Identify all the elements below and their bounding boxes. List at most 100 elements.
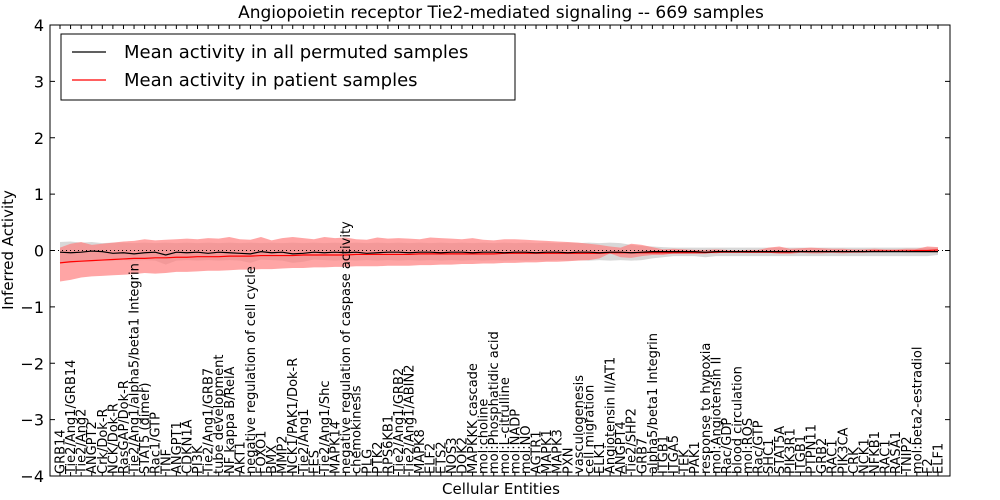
x-tick-label: Tie2/SHP2 — [625, 408, 640, 475]
y-tick-label: −4 — [20, 467, 44, 486]
y-tick-label: 2 — [34, 129, 44, 148]
x-tick-label: Tie2/Ang1/GRB7 — [202, 368, 217, 475]
x-tick-label: ELF2 — [424, 443, 439, 474]
x-tick-label: ELF1 — [932, 443, 947, 474]
x-tick-label: TNIP2 — [900, 436, 915, 475]
x-tick-label: NCK1/PAK1/Dok-R — [286, 358, 301, 474]
x-tick-label: tube development — [212, 355, 227, 474]
x-tick-label: ITGB1 — [794, 435, 809, 474]
x-tick-label: alpha5/beta1 Integrin — [646, 333, 661, 474]
x-tick-label: mol:NO — [519, 425, 534, 474]
x-tick-label: PLG — [360, 449, 375, 474]
y-tick-label: −3 — [20, 411, 44, 430]
x-tick-label: mol:L-citrulline — [498, 377, 513, 474]
x-tick-label: Tie2/Ang1/ABIN2 — [403, 365, 418, 475]
x-tick-label: Tie2/Ang1/Shc — [318, 381, 333, 475]
x-tick-label: NCK1 — [857, 438, 872, 474]
x-tick-label: MMP2 — [276, 435, 291, 474]
x-tick-label: GRB14 — [54, 429, 69, 474]
x-tick-label: MAPK1 — [540, 429, 555, 474]
x-tick-label: ANGPT1 — [170, 421, 185, 474]
y-tick-label: 4 — [34, 16, 44, 35]
x-axis-tick-labels: GRB14Tie2/Ang1/GRB14Tie2/Ang2ANGPT2Crk/D… — [54, 25, 947, 476]
chart-title: Angiopoietin receptor Tie2-mediated sign… — [238, 3, 764, 23]
x-tick-label: cell migration — [582, 385, 597, 474]
x-tick-label: TNF — [159, 449, 174, 475]
x-tick-label: AGTR1 — [530, 430, 545, 474]
x-tick-label: DOK2 — [455, 437, 470, 474]
legend-label-permuted: Mean activity in all permuted samples — [124, 42, 468, 63]
x-axis-title: Cellular Entities — [442, 480, 560, 498]
x-tick-label: ANGPT4 — [614, 421, 629, 474]
x-tick-label: PTK2 — [371, 441, 386, 474]
x-tick-label: Rac1/GTP — [149, 412, 164, 474]
x-tick-label: mol:ROS — [741, 418, 756, 474]
y-axis: −4 −3 −2 −1 0 1 2 3 4 — [20, 16, 950, 486]
x-tick-label: vasculogenesis — [572, 375, 587, 474]
x-tick-label: STAT5 (dimer) — [138, 383, 153, 474]
x-tick-label: Tie2/Ang1/alpha5/beta1 Integrin — [128, 263, 143, 475]
y-tick-label: −1 — [20, 298, 44, 317]
x-tick-label: ETS2 — [434, 441, 449, 474]
x-tick-label: negative regulation of cell cycle — [244, 266, 259, 474]
x-tick-label: RasGAP/Dok-R — [117, 380, 132, 474]
x-tick-label: Angiotensin II/AT1 — [604, 357, 619, 474]
x-tick-label: NOS3 — [445, 438, 460, 474]
x-tick-label: ELK1 — [593, 442, 608, 474]
x-tick-label: CDKN1A — [180, 419, 195, 474]
y-axis-title: Inferred Activity — [0, 190, 17, 310]
x-tick-label: ITGB1 — [656, 435, 671, 474]
x-tick-label: F2 — [921, 458, 936, 474]
x-tick-label: STAT5A — [773, 426, 788, 474]
x-tick-label: Tie2/Ang1/GRB14 — [64, 360, 79, 475]
patient-spread-band — [60, 236, 938, 282]
x-tick-label: NF kappa B/RelA — [223, 366, 238, 474]
x-tick-label: blood circulation — [731, 366, 746, 474]
x-tick-label: Tie2/Ang2 — [75, 409, 90, 475]
y-tick-label: 1 — [34, 185, 44, 204]
x-tick-label: mol:beta2-estradiol — [910, 347, 925, 475]
x-tick-label: GRB2 — [815, 438, 830, 474]
x-tick-label: RAC1 — [879, 439, 894, 474]
x-tick-label: MAPK8 — [413, 429, 428, 474]
y-tick-label: −2 — [20, 354, 44, 373]
x-tick-label: Tie2/Ang1/GRB2 — [392, 368, 407, 475]
legend: Mean activity in all permuted samples Me… — [60, 33, 516, 101]
x-tick-label: response to hypoxia — [699, 343, 714, 474]
y-tick-label: 3 — [34, 72, 44, 91]
x-tick-label: chemokinesis — [350, 385, 365, 474]
permuted-mean-line — [59, 250, 938, 256]
x-tick-label: PIK3CA — [836, 427, 851, 474]
legend-box — [60, 33, 516, 101]
x-tick-label: RAC1 — [826, 439, 841, 474]
x-tick-label: mol:NADP — [508, 409, 523, 474]
x-tick-label: MAPK3 — [551, 429, 566, 474]
x-tick-label: Rac/GTP — [752, 420, 767, 474]
x-tick-label: ANGPT2 — [85, 421, 100, 474]
x-tick-label: PI3K — [191, 445, 206, 474]
x-tick-label: GRB7 — [635, 438, 650, 474]
x-tick-label: FES — [307, 450, 322, 474]
x-tick-label: mol:choline — [477, 399, 492, 474]
x-tick-label: mol:Phosphatidic acid — [487, 331, 502, 474]
x-tick-label: SHC1 — [762, 439, 777, 474]
x-tick-label: FOXO1 — [254, 431, 269, 474]
x-tick-label: mol:Angiotensin II — [709, 357, 724, 474]
x-tick-label: MAPKKK cascade — [466, 363, 481, 474]
x-tick-label: TEK — [678, 449, 693, 475]
x-tick-label: Tie2/Ang1 — [297, 409, 312, 475]
x-tick-label: PXN — [561, 448, 576, 474]
x-tick-label: NCK/Dok-R — [106, 403, 121, 474]
x-tick-label: PIK3R1 — [783, 428, 798, 474]
x-tick-label: RASA1 — [889, 431, 904, 474]
y-tick-label: 0 — [34, 242, 44, 261]
x-tick-label: ITGA5 — [667, 435, 682, 474]
x-tick-label: MAPK14 — [329, 421, 344, 474]
x-tick-label: PAK1 — [688, 441, 703, 474]
x-tick-label: BMX — [265, 445, 280, 474]
x-tick-label: NFKB1 — [868, 431, 883, 474]
x-tick-label: Crk/Dok-R — [96, 408, 111, 474]
legend-label-patient: Mean activity in patient samples — [124, 70, 418, 91]
x-tick-label: negative regulation of caspase activity — [339, 221, 354, 474]
